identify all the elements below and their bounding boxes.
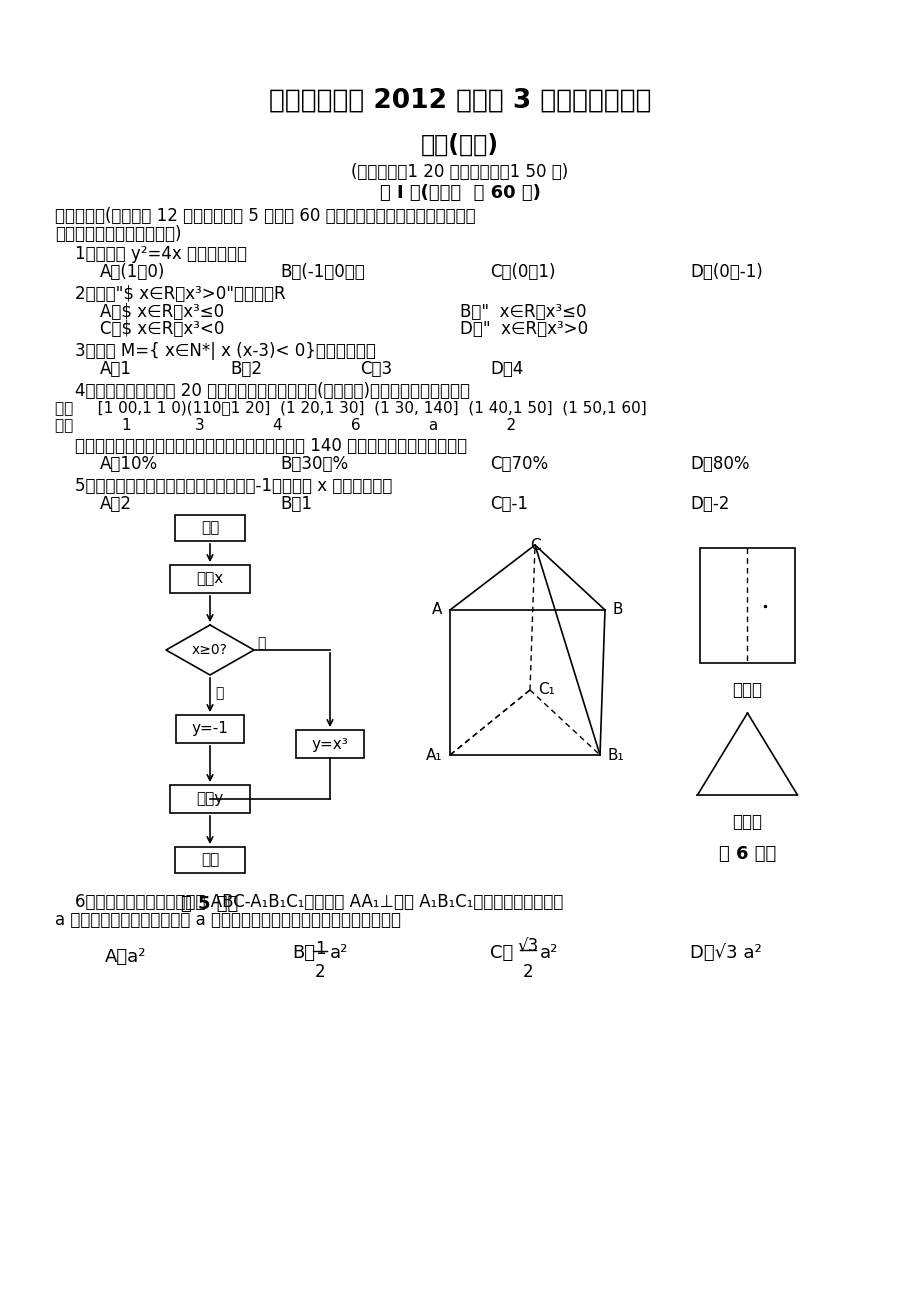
Text: B．30．%: B．30．% <box>279 454 347 473</box>
Text: 2: 2 <box>314 963 325 980</box>
Text: 且只有一个答案是正确的．): 且只有一个答案是正确的．) <box>55 225 181 243</box>
Polygon shape <box>165 625 254 674</box>
Text: C．-1: C．-1 <box>490 495 528 513</box>
Text: 6．如图，水平放置的三棱柱 ABC-A₁B₁C₁中，侧棱 AA₁⊥平面 A₁B₁C₁，其正视图是边长为: 6．如图，水平放置的三棱柱 ABC-A₁B₁C₁中，侧棱 AA₁⊥平面 A₁B₁… <box>75 893 562 911</box>
Text: 1．抛物线 y²=4x 的焦点坐标为: 1．抛物线 y²=4x 的焦点坐标为 <box>75 245 246 263</box>
Text: 一、选择题(本大题共 12 小题，每小题 5 分，共 60 分．在每小题所给的四个答案中有: 一、选择题(本大题共 12 小题，每小题 5 分，共 60 分．在每小题所给的四… <box>55 207 475 225</box>
Text: 俯视图: 俯视图 <box>732 812 762 831</box>
Text: A₁: A₁ <box>425 747 441 763</box>
Text: C₁: C₁ <box>538 682 554 698</box>
Text: A．1: A．1 <box>100 359 131 378</box>
FancyBboxPatch shape <box>176 715 244 743</box>
FancyBboxPatch shape <box>175 516 244 542</box>
Text: 2: 2 <box>522 963 533 980</box>
Text: y=x³: y=x³ <box>312 737 348 751</box>
Text: B₁: B₁ <box>607 747 624 763</box>
Text: C: C <box>529 538 539 553</box>
Text: a²: a² <box>539 944 558 962</box>
Text: B．"  x∈R，x³≤0: B．" x∈R，x³≤0 <box>460 303 586 322</box>
Text: D．(0，-1): D．(0，-1) <box>689 263 762 281</box>
Text: 2．命题"$ x∈R，x³>0"的否定是R: 2．命题"$ x∈R，x³>0"的否定是R <box>75 285 285 303</box>
Text: C．3: C．3 <box>359 359 391 378</box>
Text: D．√3 a²: D．√3 a² <box>689 944 761 962</box>
Text: B．1: B．1 <box>279 495 312 513</box>
Text: 分组     [1 00,1 1 0)(110，1 20]  (1 20,1 30]  (1 30, 140]  (1 40,1 50]  (1 50,1 60: 分组 [1 00,1 1 0)(110，1 20] (1 20,1 30] (1… <box>55 400 646 415</box>
Text: 第 I 卷(选择题  共 60 分): 第 I 卷(选择题 共 60 分) <box>380 184 539 202</box>
Text: 福建省福州市 2012 届高三 3 月质量检查试题: 福建省福州市 2012 届高三 3 月质量检查试题 <box>268 89 651 115</box>
Text: 输入x: 输入x <box>196 572 223 586</box>
Text: 开始: 开始 <box>200 521 219 535</box>
Text: 数学(文科): 数学(文科) <box>421 133 498 158</box>
Text: a 的正方形．俯视图是边长为 a 的正三角形，则该三棱柱的侧视图的面积为: a 的正方形．俯视图是边长为 a 的正三角形，则该三棱柱的侧视图的面积为 <box>55 911 401 930</box>
Text: y=-1: y=-1 <box>191 721 228 737</box>
Text: 4．从一堆苹果中任取 20 粒，称得各粒苹果的质量(单位：克)数据分布如下表所示：: 4．从一堆苹果中任取 20 粒，称得各粒苹果的质量(单位：克)数据分布如下表所示… <box>75 381 470 400</box>
Text: 否: 否 <box>256 635 265 650</box>
Text: √3: √3 <box>516 937 538 956</box>
Text: 输出y: 输出y <box>196 792 223 806</box>
Text: 频数          1             3              4              6              a        : 频数 1 3 4 6 a <box>55 417 516 432</box>
Text: D．80%: D．80% <box>689 454 749 473</box>
Text: A．(1，0): A．(1，0) <box>100 263 165 281</box>
Text: D．4: D．4 <box>490 359 523 378</box>
Text: x≥0?: x≥0? <box>192 643 228 658</box>
Text: D．"  x∈R，x³>0: D．" x∈R，x³>0 <box>460 320 587 339</box>
Text: 1: 1 <box>314 940 325 958</box>
Text: C．(0，1): C．(0，1) <box>490 263 555 281</box>
FancyBboxPatch shape <box>296 730 364 758</box>
Text: B．2: B．2 <box>230 359 262 378</box>
Text: A．a²: A．a² <box>105 948 146 966</box>
Text: A: A <box>431 603 441 617</box>
Text: 3．集合 M={ x∈N*| x (x-3)< 0}的子集个数为: 3．集合 M={ x∈N*| x (x-3)< 0}的子集个数为 <box>75 342 376 359</box>
Text: (完卷时间：1 20 分钟；满分：1 50 分): (完卷时间：1 20 分钟；满分：1 50 分) <box>351 163 568 181</box>
Text: B．: B． <box>291 944 314 962</box>
Text: 结束: 结束 <box>200 853 219 867</box>
Text: D．-2: D．-2 <box>689 495 729 513</box>
Text: 5．执行如下程序框图后，若输出结果为-1，则输入 x 的值不可能是: 5．执行如下程序框图后，若输出结果为-1，则输入 x 的值不可能是 <box>75 477 391 495</box>
Text: 第 5 题图: 第 5 题图 <box>181 894 238 913</box>
Text: 根据频数分布表，可以估计在这堆苹果中，质量大于 140 克的苹果数约占苹果总数的: 根据频数分布表，可以估计在这堆苹果中，质量大于 140 克的苹果数约占苹果总数的 <box>75 437 467 454</box>
Text: a²: a² <box>330 944 348 962</box>
FancyBboxPatch shape <box>170 785 250 812</box>
FancyBboxPatch shape <box>175 848 244 874</box>
Bar <box>699 548 794 663</box>
Text: A．$ x∈R，x³≤0: A．$ x∈R，x³≤0 <box>100 303 224 322</box>
Text: A．10%: A．10% <box>100 454 158 473</box>
Text: 第 6 题图: 第 6 题图 <box>718 845 776 863</box>
FancyBboxPatch shape <box>170 565 250 592</box>
Text: 是: 是 <box>215 686 223 700</box>
Text: B: B <box>612 603 623 617</box>
Text: C．$ x∈R，x³<0: C．$ x∈R，x³<0 <box>100 320 224 339</box>
Text: C．: C． <box>490 944 513 962</box>
Text: B．(-1，0）．: B．(-1，0）． <box>279 263 364 281</box>
Text: A．2: A．2 <box>100 495 131 513</box>
Text: 正视图: 正视图 <box>732 681 762 699</box>
Text: C．70%: C．70% <box>490 454 548 473</box>
